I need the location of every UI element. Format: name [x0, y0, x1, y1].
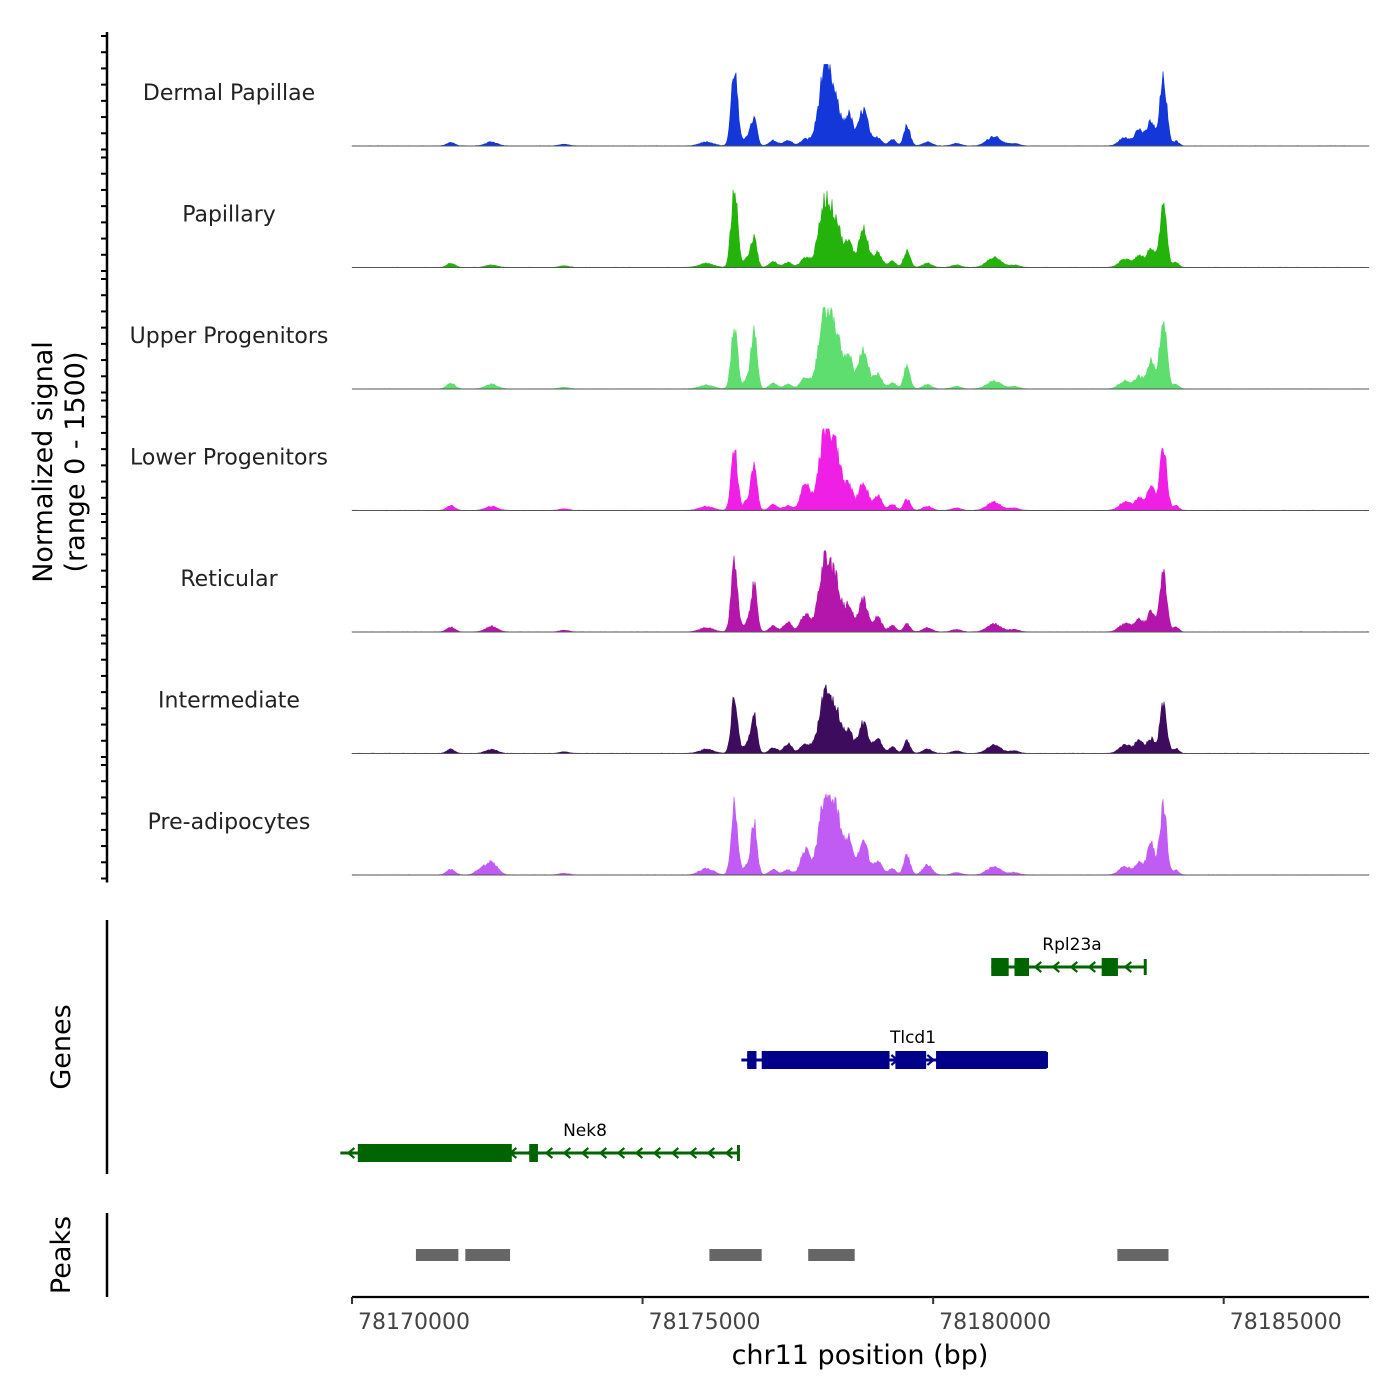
- coverage-tracks: Dermal Papillae Papillary Upper Progenitor…: [130, 64, 1370, 876]
- track-label: Dermal Papillae: [143, 81, 315, 106]
- gene-exon: [761, 1051, 890, 1069]
- gene-exon: [357, 1144, 512, 1162]
- peaks-axis-title: Peaks: [46, 1216, 77, 1294]
- peak-region: [709, 1249, 762, 1261]
- strand-chevron: [1087, 961, 1096, 973]
- strand-chevron: [688, 1147, 698, 1159]
- x-tick-label: 78170000: [358, 1310, 470, 1335]
- strand-chevron: [1051, 961, 1060, 973]
- strand-chevron: [1033, 961, 1042, 973]
- y-axis-title: Normalized signal (range 0 - 1500): [28, 341, 91, 583]
- strand-chevron: [562, 1147, 572, 1159]
- strand-chevron: [706, 1147, 716, 1159]
- coverage-axis: [101, 32, 109, 883]
- genes-axis-title: Genes: [46, 1004, 77, 1089]
- y-axis-title-line1: Normalized signal: [28, 341, 59, 583]
- coverage-track: Pre-adipocytes: [148, 793, 1370, 876]
- gene-label: Rpl23a: [1042, 935, 1101, 955]
- coverage-track: Intermediate: [158, 684, 1370, 754]
- track-label: Upper Progenitors: [130, 324, 329, 349]
- gene-label: Nek8: [563, 1121, 607, 1141]
- strand-chevron: [616, 1147, 626, 1159]
- coverage-track: Papillary: [182, 189, 1370, 268]
- track-label: Intermediate: [158, 689, 300, 714]
- track-label: Reticular: [180, 567, 278, 592]
- gene-nek8: Nek8: [340, 1121, 740, 1162]
- x-tick-label: 78185000: [1230, 1310, 1342, 1335]
- coverage-track: Reticular: [180, 549, 1370, 633]
- strand-chevron: [544, 1147, 554, 1159]
- strand-chevron: [652, 1147, 662, 1159]
- gene-exon: [991, 958, 1009, 976]
- gene-exon: [895, 1051, 927, 1069]
- track-label: Lower Progenitors: [130, 446, 328, 471]
- coverage-track: Dermal Papillae: [143, 64, 1370, 147]
- strand-chevron: [634, 1147, 644, 1159]
- strand-chevron: [724, 1147, 734, 1159]
- strand-chevron: [346, 1147, 356, 1159]
- gene-exon: [936, 1051, 1047, 1069]
- track-label: Pre-adipocytes: [148, 810, 311, 835]
- gene-tlcd1: Tlcd1: [741, 1028, 1048, 1069]
- strand-chevron: [926, 1054, 936, 1066]
- coverage-track: Lower Progenitors: [130, 428, 1370, 511]
- y-axis-title-line2: (range 0 - 1500): [60, 352, 91, 573]
- x-tick-label: 78180000: [939, 1310, 1051, 1335]
- peak-region: [808, 1249, 855, 1261]
- x-axis-ticks: 78170000 78175000 78180000 78185000: [351, 1297, 1342, 1335]
- coverage-track: Upper Progenitors: [130, 306, 1370, 390]
- strand-chevron: [670, 1147, 680, 1159]
- gene-exon: [529, 1144, 538, 1162]
- peak-regions: [415, 1249, 1169, 1261]
- track-label: Papillary: [182, 203, 276, 228]
- peak-region: [415, 1249, 459, 1261]
- gene-label: Tlcd1: [889, 1028, 936, 1048]
- gene-exon: [1014, 958, 1030, 976]
- gene-rpl23a: Rpl23a: [991, 935, 1147, 976]
- gene-exon: [747, 1051, 757, 1069]
- x-axis-title: chr11 position (bp): [732, 1340, 989, 1371]
- strand-chevron: [580, 1147, 590, 1159]
- x-tick-label: 78175000: [649, 1310, 761, 1335]
- peak-region: [465, 1249, 511, 1261]
- gene-annotations: Rpl23a Tlcd1 Nek8: [340, 935, 1147, 1162]
- peak-region: [1117, 1249, 1169, 1261]
- strand-chevron: [1123, 961, 1132, 973]
- strand-chevron: [598, 1147, 608, 1159]
- gene-exon: [1101, 958, 1118, 976]
- strand-chevron: [1069, 961, 1078, 973]
